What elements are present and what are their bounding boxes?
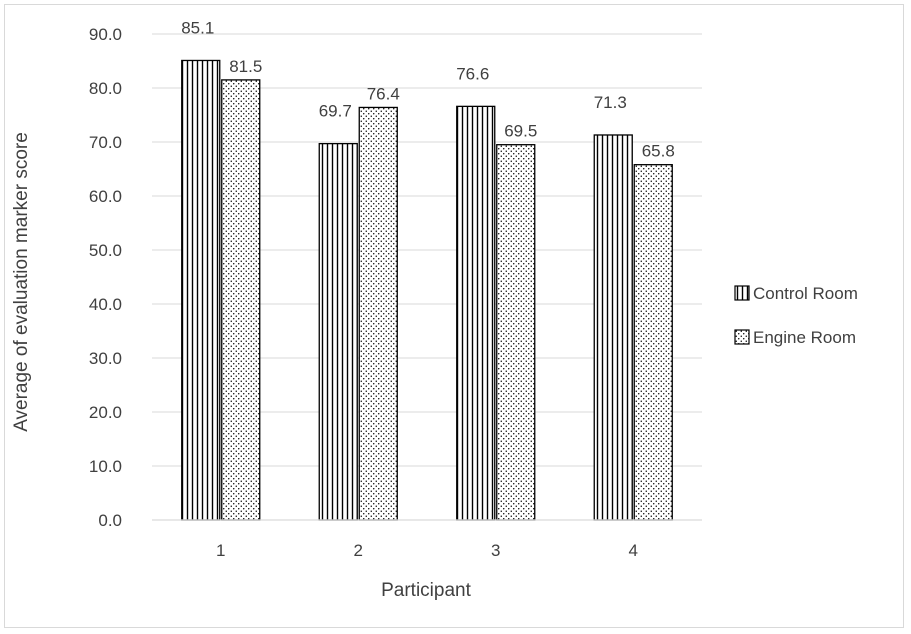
bar-control-room [593, 134, 633, 521]
x-axis-title: Participant [381, 580, 471, 601]
bar-control-room [181, 59, 221, 521]
legend-label: Control Room [753, 284, 858, 303]
bar-control-room [456, 105, 496, 521]
chart-frame [4, 4, 904, 628]
bar-engine-room [633, 164, 673, 521]
y-tick-label: 80.0 [89, 79, 122, 98]
legend: Control Room Engine Room [734, 284, 858, 347]
y-tick-label: 60.0 [89, 187, 122, 206]
data-label: 69.7 [319, 102, 352, 121]
data-label: 69.5 [504, 122, 537, 141]
y-tick-label: 30.0 [89, 349, 122, 368]
data-label: 76.4 [367, 84, 400, 103]
legend-swatch [734, 329, 750, 345]
y-tick-label: 20.0 [89, 403, 122, 422]
y-tick-label: 90.0 [89, 25, 122, 44]
data-label: 65.8 [642, 142, 675, 161]
axes: 0.0 10.0 20.0 30.0 40.0 50.0 60.0 70.0 80.0 90.0 1… [89, 25, 702, 560]
bars [181, 59, 673, 521]
y-axis-title: Average of evaluation marker score [11, 132, 32, 432]
y-tick-label: 0.0 [98, 511, 122, 530]
bar-engine-room [221, 79, 261, 521]
x-tick-label: 1 [216, 541, 225, 560]
y-tick-label: 70.0 [89, 133, 122, 152]
data-label: 81.5 [229, 57, 262, 76]
data-label: 71.3 [594, 93, 627, 112]
y-tick-label: 50.0 [89, 241, 122, 260]
y-tick-label: 40.0 [89, 295, 122, 314]
bar-control-room [318, 142, 358, 521]
legend-swatch [734, 285, 750, 301]
bar-engine-room [496, 144, 536, 521]
y-tick-label: 10.0 [89, 457, 122, 476]
x-tick-label: 3 [491, 541, 500, 560]
x-tick-label: 4 [629, 541, 638, 560]
x-tick-label: 2 [354, 541, 363, 560]
bar-engine-room [358, 106, 398, 521]
legend-label: Engine Room [753, 328, 856, 347]
data-label: 76.6 [456, 64, 489, 83]
data-label: 85.1 [181, 18, 214, 37]
data-labels: 85.1 69.7 76.6 71.3 81.5 76.4 69.5 65.8 [181, 18, 675, 160]
